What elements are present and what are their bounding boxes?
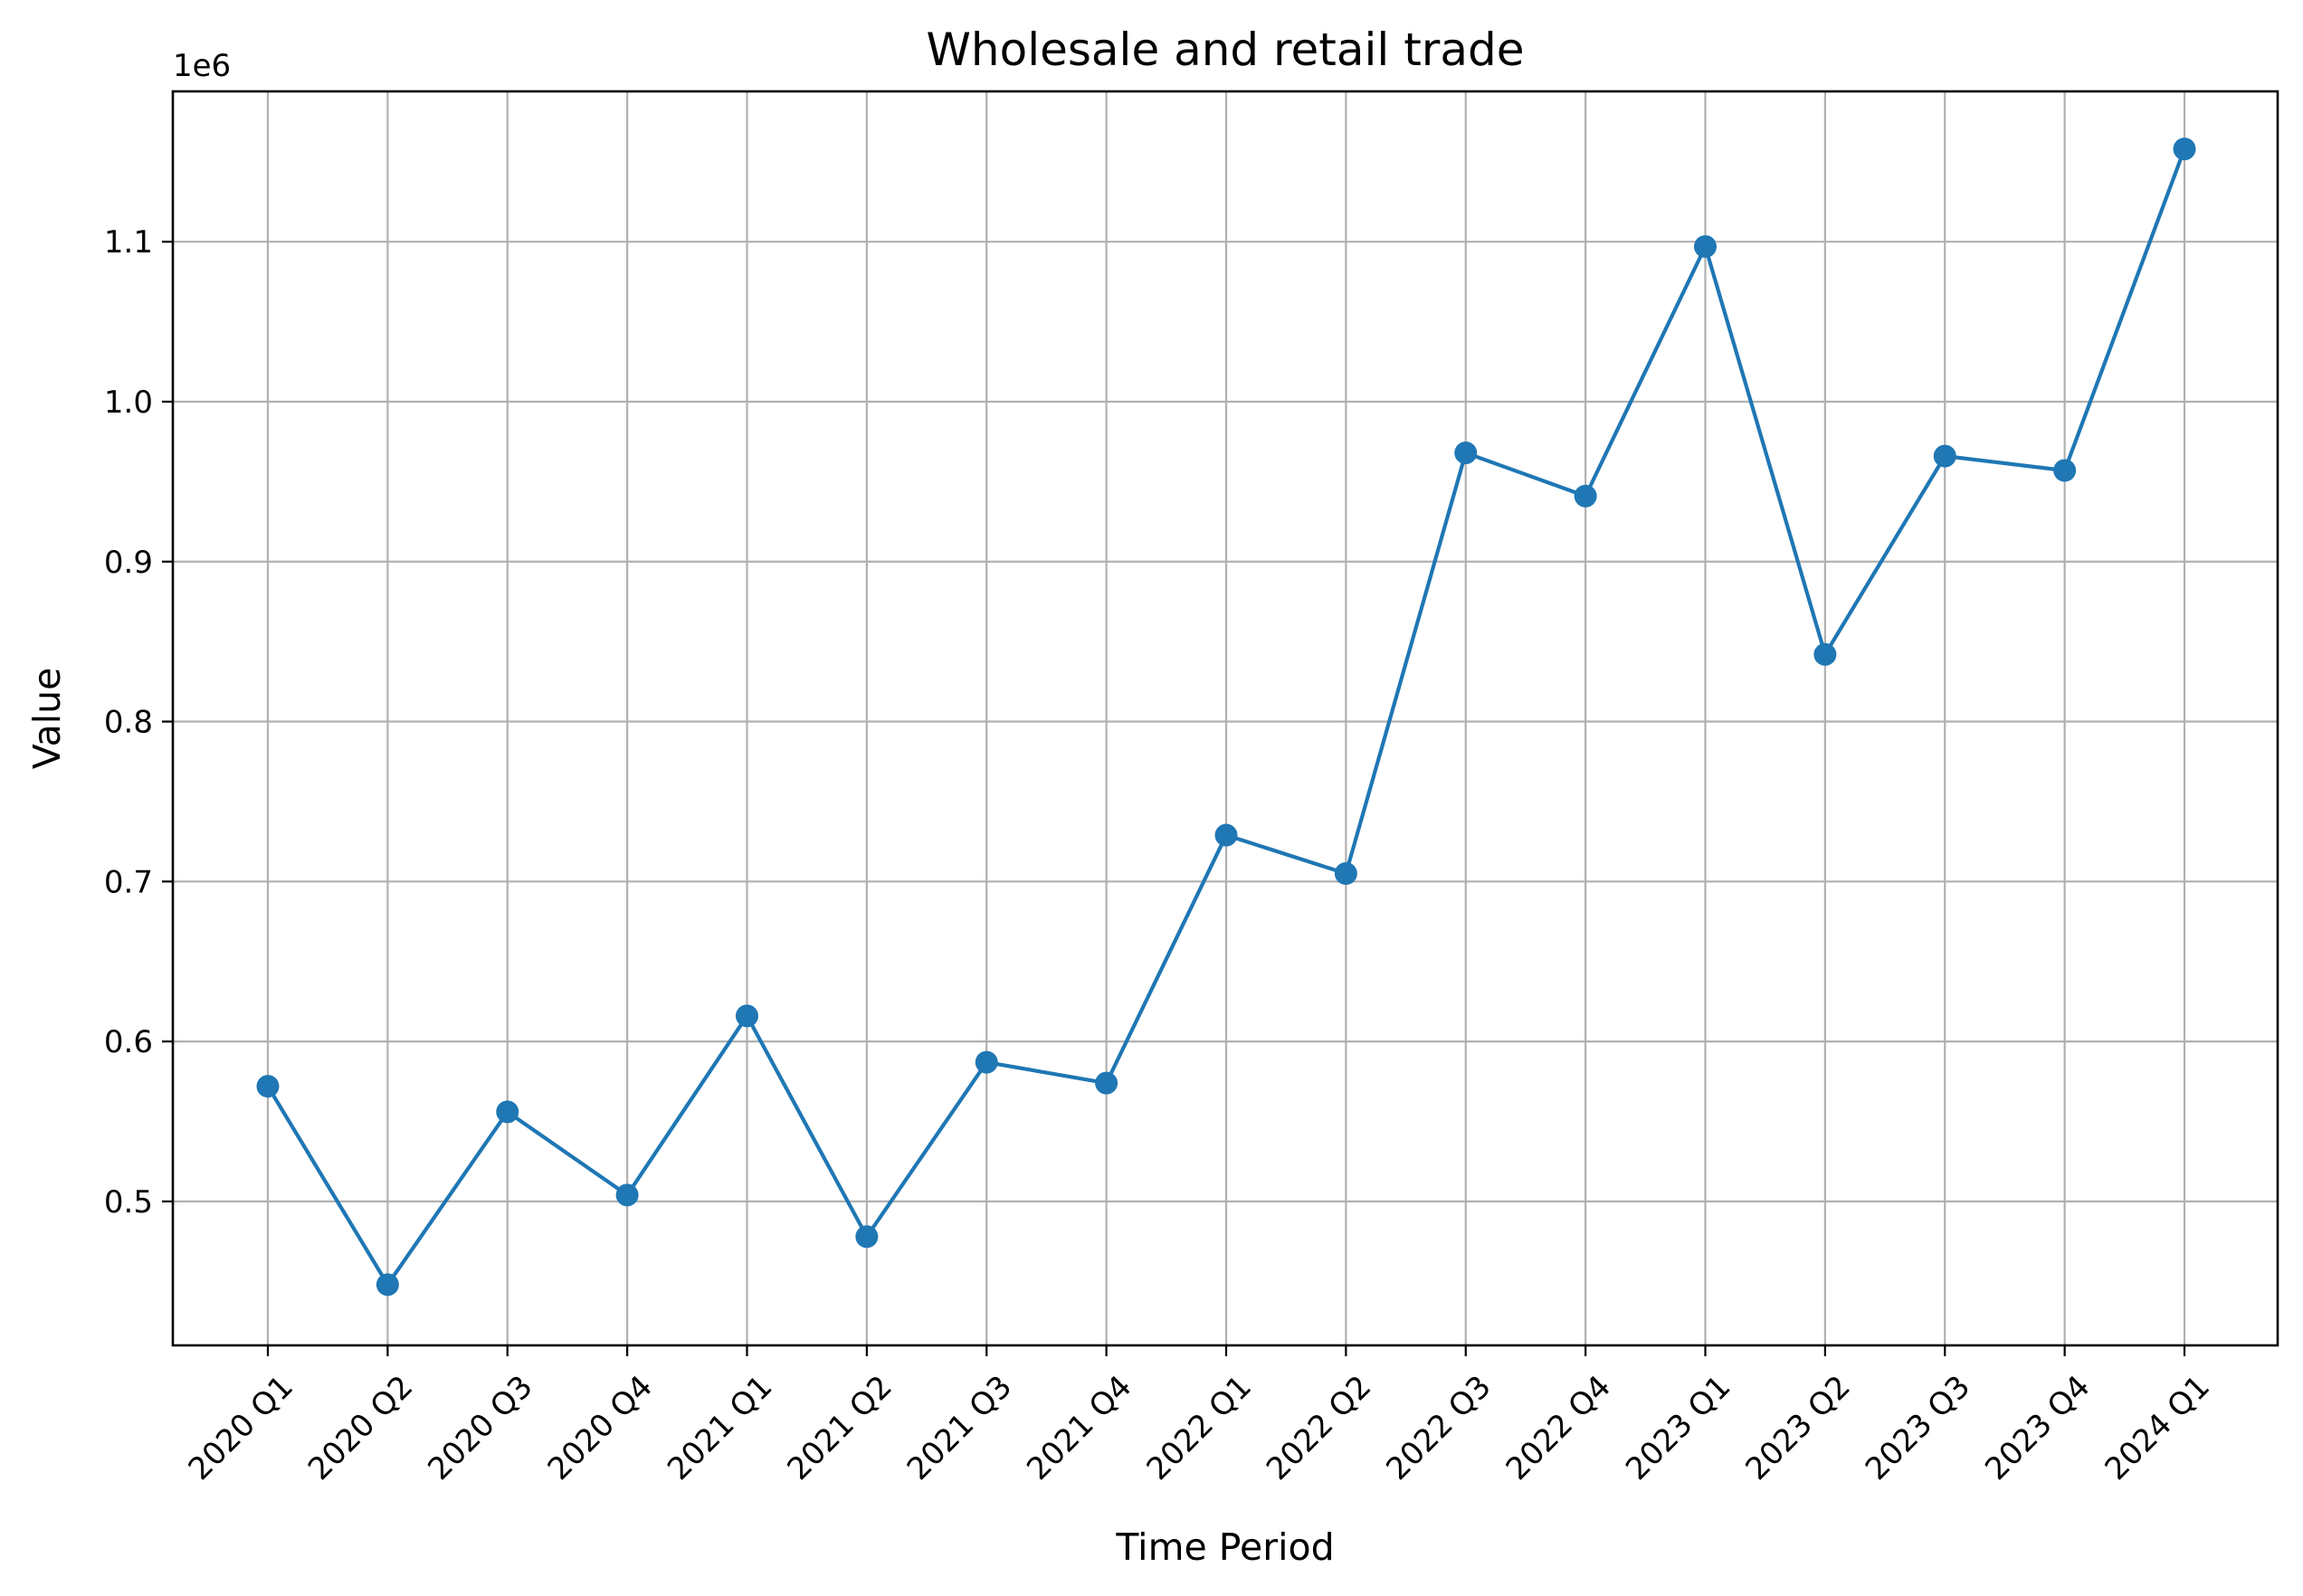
y-tick-label: 1.0 <box>104 385 153 421</box>
grid-layer <box>173 91 2278 1345</box>
x-tick-label: 2022 Q2 <box>1260 1369 1378 1487</box>
x-tick-label: 2021 Q3 <box>900 1369 1019 1487</box>
x-tick-label: 2024 Q1 <box>2098 1369 2217 1487</box>
x-tick-label: 2023 Q2 <box>1738 1369 1857 1487</box>
x-tick-label: 2023 Q1 <box>1619 1369 1737 1487</box>
x-tick-label: 2020 Q2 <box>301 1369 420 1487</box>
y-axis-title: Value <box>25 668 69 770</box>
data-point <box>1095 1071 1118 1095</box>
data-point <box>1813 642 1837 666</box>
y-tick-label: 0.8 <box>104 705 153 741</box>
data-point <box>256 1075 280 1098</box>
data-point <box>496 1100 519 1124</box>
series-layer <box>256 138 2196 1297</box>
data-point <box>975 1050 998 1074</box>
y-tick-label: 0.6 <box>104 1024 153 1060</box>
data-point <box>2173 138 2196 161</box>
x-tick-label: 2020 Q4 <box>541 1369 660 1487</box>
x-tick-label: 2023 Q3 <box>1859 1369 1977 1487</box>
x-tick-label: 2020 Q3 <box>421 1369 539 1487</box>
x-tick-label: 2020 Q1 <box>182 1369 300 1487</box>
data-point <box>855 1225 879 1249</box>
data-point <box>1454 442 1478 465</box>
x-tick-label: 2022 Q1 <box>1140 1369 1259 1487</box>
y-tick-label: 1.1 <box>104 224 153 261</box>
ticks-layer: 2020 Q1 2020 Q2 2020 Q3 2020 Q4 2021 Q1 2021 … <box>104 224 2217 1487</box>
data-point <box>376 1273 399 1297</box>
data-point <box>1574 484 1597 508</box>
data-point <box>1214 823 1238 847</box>
y-tick-label: 0.7 <box>104 864 153 900</box>
y-tick-label: 0.5 <box>104 1184 153 1221</box>
data-point <box>1694 234 1717 258</box>
data-point <box>736 1004 758 1028</box>
data-point <box>2053 459 2077 482</box>
x-tick-label: 2021 Q2 <box>780 1369 899 1487</box>
data-point <box>1334 861 1357 885</box>
x-tick-label: 2021 Q4 <box>1020 1369 1138 1487</box>
x-tick-label: 2021 Q1 <box>661 1369 779 1487</box>
x-axis-title: Time Period <box>1115 1525 1334 1569</box>
y-axis-offset-label: 1e6 <box>173 48 231 84</box>
x-tick-label: 2023 Q4 <box>1978 1369 2097 1487</box>
chart-title: Wholesale and retail trade <box>926 24 1524 76</box>
x-tick-label: 2022 Q3 <box>1379 1369 1498 1487</box>
y-tick-label: 0.9 <box>104 545 153 581</box>
x-tick-label: 2022 Q4 <box>1499 1369 1618 1487</box>
data-point <box>1933 444 1956 468</box>
data-point <box>615 1183 639 1207</box>
